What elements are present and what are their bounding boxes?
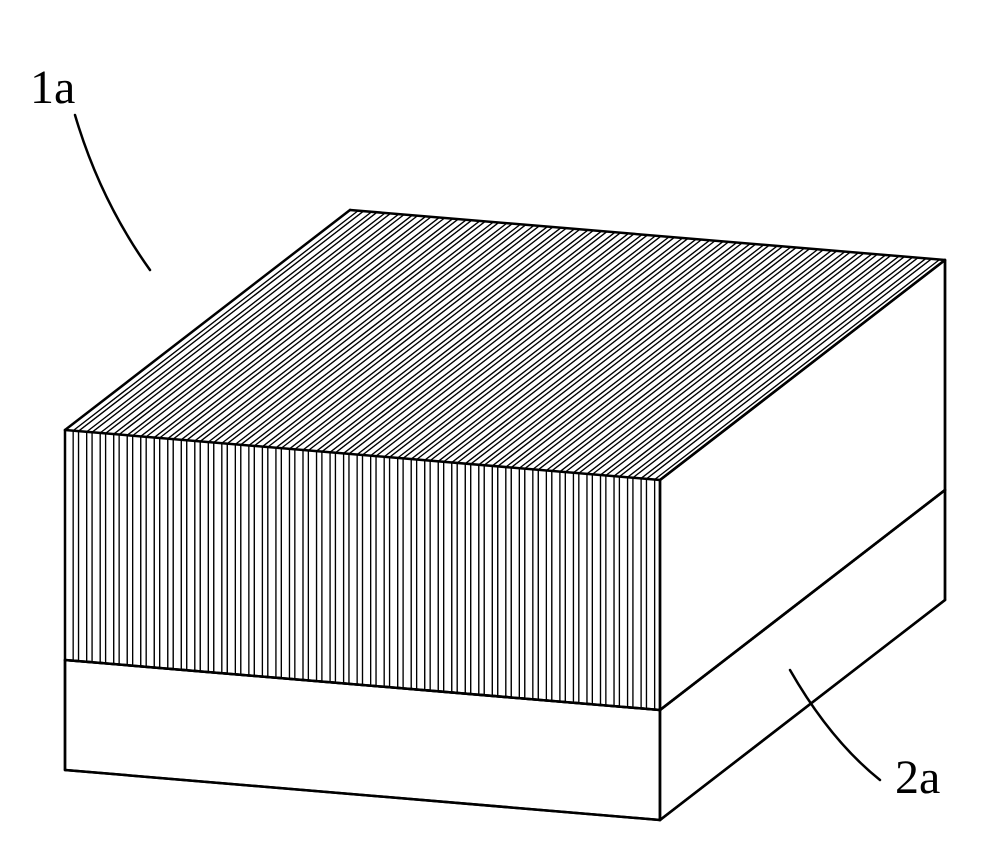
callout-label-2a: 2a [895, 750, 940, 805]
diagram-container: 1a 2a [0, 0, 1000, 860]
callout-label-1a: 1a [30, 60, 75, 115]
isometric-heatsink [0, 0, 1000, 860]
